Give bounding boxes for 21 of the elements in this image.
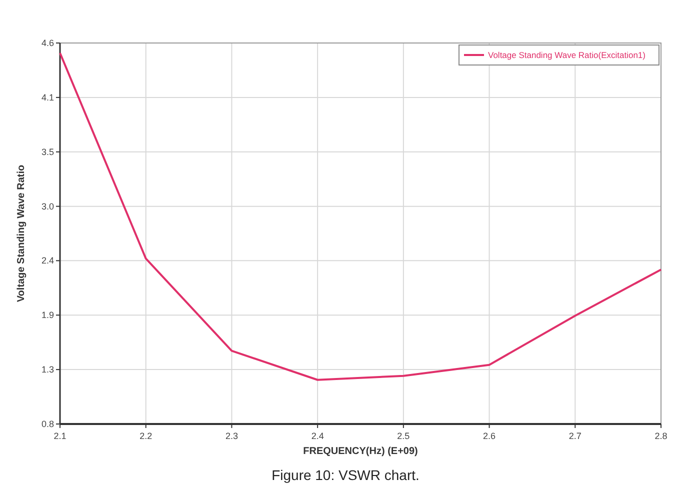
- y-tick-label: 3.0: [41, 201, 54, 212]
- x-tick-label: 2.2: [140, 431, 152, 441]
- x-axis-title: FREQUENCY(Hz) (E+09): [303, 446, 418, 457]
- x-tick-label: 2.8: [654, 431, 668, 441]
- x-tick-label: 2.7: [568, 431, 582, 441]
- y-tick-label: 0.8: [41, 419, 54, 429]
- y-axis-title: Voltage Standing Wave Ratio: [16, 164, 27, 302]
- caption: Figure 10: VSWR chart.: [272, 467, 420, 483]
- x-tick-label: 2.5: [397, 431, 410, 441]
- x-tick-label: 2.6: [483, 431, 496, 441]
- y-tick-label: 1.3: [41, 364, 54, 375]
- legend-label: Voltage Standing Wave Ratio(Excitation1): [488, 50, 646, 60]
- x-tick-label: 2.1: [54, 431, 66, 441]
- y-tick-label: 2.4: [41, 256, 54, 266]
- y-tick-label: 1.9: [41, 310, 54, 320]
- y-tick-label: 4.6: [41, 38, 54, 48]
- y-tick-label: 3.5: [41, 146, 54, 157]
- x-tick-label: 2.3: [225, 431, 238, 441]
- x-tick-label: 2.4: [311, 431, 324, 441]
- y-tick-label: 4.1: [41, 92, 54, 102]
- line-series: [59, 52, 662, 381]
